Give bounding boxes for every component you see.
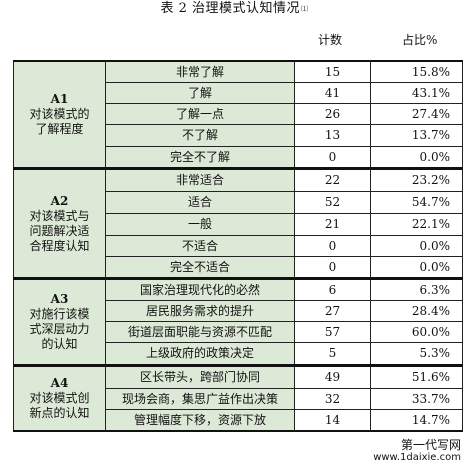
percent-cell: 28.4% (370, 300, 463, 322)
item-cell: 非常了解 (105, 60, 295, 83)
table-row: 居民服务需求的提升 27 28.4% (14, 300, 463, 322)
percent-cell: 22.1% (370, 213, 463, 236)
count-cell: 5 (294, 342, 371, 366)
group-label-line: 的认知 (41, 337, 78, 351)
table-row: 上级政府的政策决定 5 5.3% (14, 342, 463, 366)
percent-cell: 51.6% (370, 364, 463, 389)
item-cell: 不适合 (105, 235, 295, 257)
item-cell: 不了解 (105, 124, 295, 147)
group-label-line: 合程度认知 (29, 238, 90, 253)
item-cell: 居民服务需求的提升 (105, 300, 295, 322)
group-id: A2 (50, 193, 69, 208)
count-cell: 0 (294, 146, 371, 169)
percent-cell: 5.3% (370, 342, 463, 366)
group-label-cell: A3 对施行该模 式深层动力 的认知 (13, 277, 106, 366)
count-cell: 6 (294, 277, 371, 301)
table-row: 现场会商，集思广益作出决策 32 33.7% (14, 388, 463, 410)
watermark-line1: 第一代写网 (400, 438, 461, 452)
data-table: A1 对该模式的 了解程度 非常了解 15 15.8% 了解 41 43.1% 了解一点 26 27.… (13, 60, 463, 432)
caption-footnote-marker: ⑴ (301, 5, 309, 13)
group-label-line: 对该模式创 (29, 391, 90, 405)
group-id: A4 (50, 376, 69, 390)
count-cell: 32 (294, 388, 371, 410)
count-cell: 14 (294, 409, 371, 432)
table-row: 街道层面职能与资源不匹配 57 60.0% (14, 321, 463, 343)
item-cell: 上级政府的政策决定 (105, 342, 295, 366)
group-label-line: 式深层动力 (29, 322, 90, 336)
table-row: 完全不适合 0 0.0% (14, 256, 463, 279)
item-cell: 了解 (105, 82, 295, 104)
caption-text: 表 2 治理模式认知情况 (160, 1, 301, 16)
percent-cell: 27.4% (370, 103, 463, 125)
group-label-line: 对该模式与 (29, 208, 90, 223)
count-cell: 15 (294, 60, 371, 83)
group-label-cell: A4 对该模式创 新点的认知 (13, 364, 106, 432)
count-cell: 21 (294, 213, 371, 236)
data-table-wrapper: A1 对该模式的 了解程度 非常了解 15 15.8% 了解 41 43.1% 了解一点 26 27.… (13, 60, 463, 432)
table-body: A1 对该模式的 了解程度 非常了解 15 15.8% 了解 41 43.1% 了解一点 26 27.… (13, 60, 463, 432)
group-label-line: 了解程度 (35, 122, 84, 136)
table-row: A4 对该模式创 新点的认知 区长带头，跨部门协同 49 51.6% (13, 364, 463, 432)
watermark-line2: www.1daixie.com (373, 452, 461, 463)
percent-cell: 23.2% (370, 167, 463, 192)
group-label-line: 对该模式的 (29, 107, 90, 121)
item-cell: 完全不了解 (105, 146, 295, 169)
percent-cell: 0.0% (370, 235, 463, 257)
count-cell: 26 (294, 103, 371, 125)
count-cell: 22 (294, 167, 371, 192)
table-row: 完全不了解 0 0.0% (14, 146, 463, 169)
table-row: 了解 41 43.1% (14, 82, 463, 104)
percent-cell: 43.1% (370, 82, 463, 104)
item-cell: 街道层面职能与资源不匹配 (105, 321, 295, 343)
percent-cell: 14.7% (370, 409, 463, 432)
table-row: 不适合 0 0.0% (14, 235, 463, 257)
count-cell: 0 (294, 256, 371, 279)
count-cell: 13 (294, 124, 371, 147)
group-label-cell: A2 对该模式与 问题解决适 合程度认知 (13, 167, 106, 279)
count-cell: 41 (294, 82, 371, 104)
header-percent: 占比% (402, 33, 438, 47)
percent-cell: 60.0% (370, 321, 463, 343)
percent-cell: 54.7% (370, 191, 463, 214)
percent-cell: 13.7% (370, 124, 463, 147)
item-cell: 管理幅度下移，资源下放 (105, 409, 295, 432)
item-cell: 区长带头，跨部门协同 (105, 364, 295, 389)
table-row: A3 对施行该模 式深层动力 的认知 国家治理现代化的必然 6 6.3% (13, 277, 463, 366)
group-label-cell: A1 对该模式的 了解程度 (13, 60, 106, 169)
table-caption: 表 2 治理模式认知情况⑴ (0, 1, 469, 17)
count-cell: 52 (294, 191, 371, 214)
count-cell: 57 (294, 321, 371, 343)
percent-cell: 0.0% (370, 146, 463, 169)
group-label-line: 问题解决适 (29, 223, 90, 238)
table-row: 了解一点 26 27.4% (14, 103, 463, 125)
item-cell: 一般 (105, 213, 295, 236)
group-label-line: 对施行该模 (29, 307, 90, 321)
group-id: A3 (50, 292, 69, 306)
item-cell: 了解一点 (105, 103, 295, 125)
percent-cell: 0.0% (370, 256, 463, 279)
count-cell: 49 (294, 364, 371, 389)
percent-cell: 15.8% (370, 60, 463, 83)
table-row: A2 对该模式与 问题解决适 合程度认知 非常适合 22 23.2% (13, 167, 463, 279)
item-cell: 非常适合 (105, 167, 295, 192)
item-cell: 国家治理现代化的必然 (105, 277, 295, 301)
group-id: A1 (50, 92, 69, 106)
item-cell: 现场会商，集思广益作出决策 (105, 388, 295, 410)
watermark: 第一代写网 www.1daixie.com (373, 438, 461, 464)
count-cell: 27 (294, 300, 371, 322)
item-cell: 适合 (105, 191, 295, 214)
item-cell: 完全不适合 (105, 256, 295, 279)
table-row: A1 对该模式的 了解程度 非常了解 15 15.8% (13, 60, 463, 169)
count-cell: 0 (294, 235, 371, 257)
header-count: 计数 (318, 33, 343, 47)
table-row: 一般 21 22.1% (14, 213, 463, 236)
percent-cell: 6.3% (370, 277, 463, 301)
table-row: 管理幅度下移，资源下放 14 14.7% (14, 409, 463, 432)
group-label-line: 新点的认知 (29, 406, 90, 420)
percent-cell: 33.7% (370, 388, 463, 410)
